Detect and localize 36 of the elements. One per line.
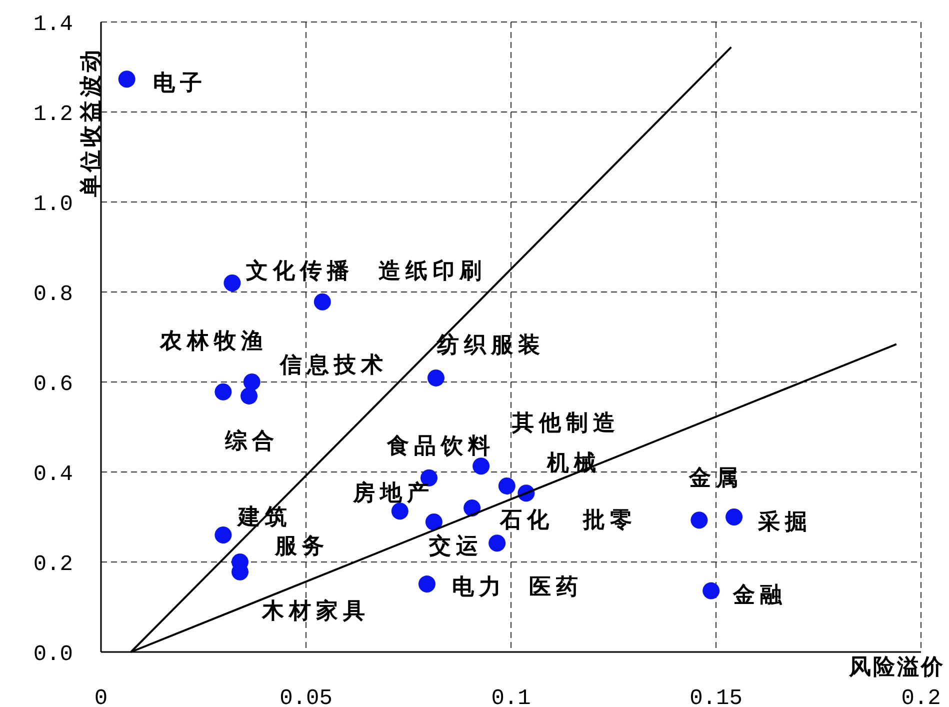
x-tick-label: 0 <box>94 686 108 707</box>
annotation: 采掘 <box>757 510 812 535</box>
y-tick-label: 1.2 <box>33 102 73 127</box>
y-tick-label: 1.0 <box>33 192 73 217</box>
annotation: 纺织服装 <box>436 332 545 358</box>
annotation: 金属 <box>688 466 744 492</box>
y-tick-label: 0.0 <box>33 642 73 667</box>
annotation: 电力 <box>452 575 506 600</box>
annotation: 交运 <box>428 533 484 560</box>
x-tick-label: 0.1 <box>491 686 531 707</box>
y-tick-label: 0.8 <box>33 282 73 307</box>
annotation: 文化传播 <box>245 258 354 284</box>
annotation: 造纸印刷 <box>378 258 486 284</box>
annotation: 医药 <box>529 575 583 600</box>
annotation: 房地产 <box>352 480 434 506</box>
y-tick-label: 0.2 <box>33 552 73 577</box>
annotation: 建筑 <box>236 505 292 530</box>
annotation: 金融 <box>732 582 788 608</box>
annotation: 木材家具 <box>260 598 370 624</box>
annotation: 农林牧渔 <box>159 328 268 354</box>
annotation: 石化 <box>499 508 554 533</box>
annotation: 食品饮料 <box>386 434 495 459</box>
y-axis-title: 单位收益波动 <box>79 47 104 198</box>
annotation: 综合 <box>224 428 280 454</box>
annotation: 信息技术 <box>278 353 388 378</box>
y-tick-label: 0.6 <box>33 372 73 397</box>
y-tick-label: 0.4 <box>33 462 73 487</box>
x-axis-title: 风险溢价 <box>848 655 945 680</box>
annotation: 电子 <box>152 71 207 96</box>
x-tick-label: 0.2 <box>901 686 941 707</box>
annotation: 批零 <box>582 508 638 534</box>
x-tick-label: 0.05 <box>280 686 332 707</box>
y-tick-label: 1.4 <box>33 12 73 37</box>
x-tick-label: 0.15 <box>690 686 742 707</box>
annotation: 其他制造 <box>511 411 620 436</box>
annotation: 服务 <box>274 534 329 559</box>
